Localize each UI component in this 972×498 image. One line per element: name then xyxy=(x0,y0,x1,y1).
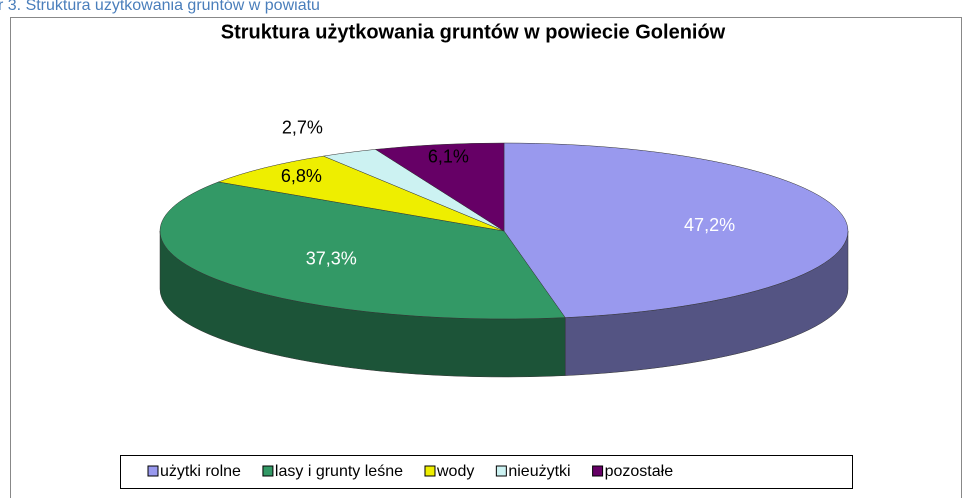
data-label: 37,3% xyxy=(306,249,357,269)
legend-label: lasy i grunty leśne xyxy=(275,463,403,480)
pie-slice xyxy=(159,181,566,320)
pie-slice xyxy=(217,155,505,232)
legend-label: użytki rolne xyxy=(160,463,241,480)
data-label: 47,2% xyxy=(684,215,735,235)
caption: r 3. Struktura użytkowania gruntów w pow… xyxy=(0,0,320,14)
chart-title: Struktura użytkowania gruntów w powiecie… xyxy=(221,21,726,43)
data-label: 2,7% xyxy=(282,118,323,138)
legend-box xyxy=(120,455,853,489)
legend-swatch xyxy=(424,465,436,477)
legend-swatch xyxy=(262,465,274,477)
legend-swatch xyxy=(592,465,604,477)
legend-swatch xyxy=(495,465,507,477)
pie-slice xyxy=(503,142,849,318)
data-label: 6,8% xyxy=(281,166,322,186)
pie-slice xyxy=(374,142,505,232)
data-label: 6,1% xyxy=(428,146,469,166)
legend-label: wody xyxy=(436,463,474,480)
legend-label: pozostałe xyxy=(605,463,674,480)
legend-swatch xyxy=(147,465,159,477)
legend-label: nieużytki xyxy=(508,463,570,480)
